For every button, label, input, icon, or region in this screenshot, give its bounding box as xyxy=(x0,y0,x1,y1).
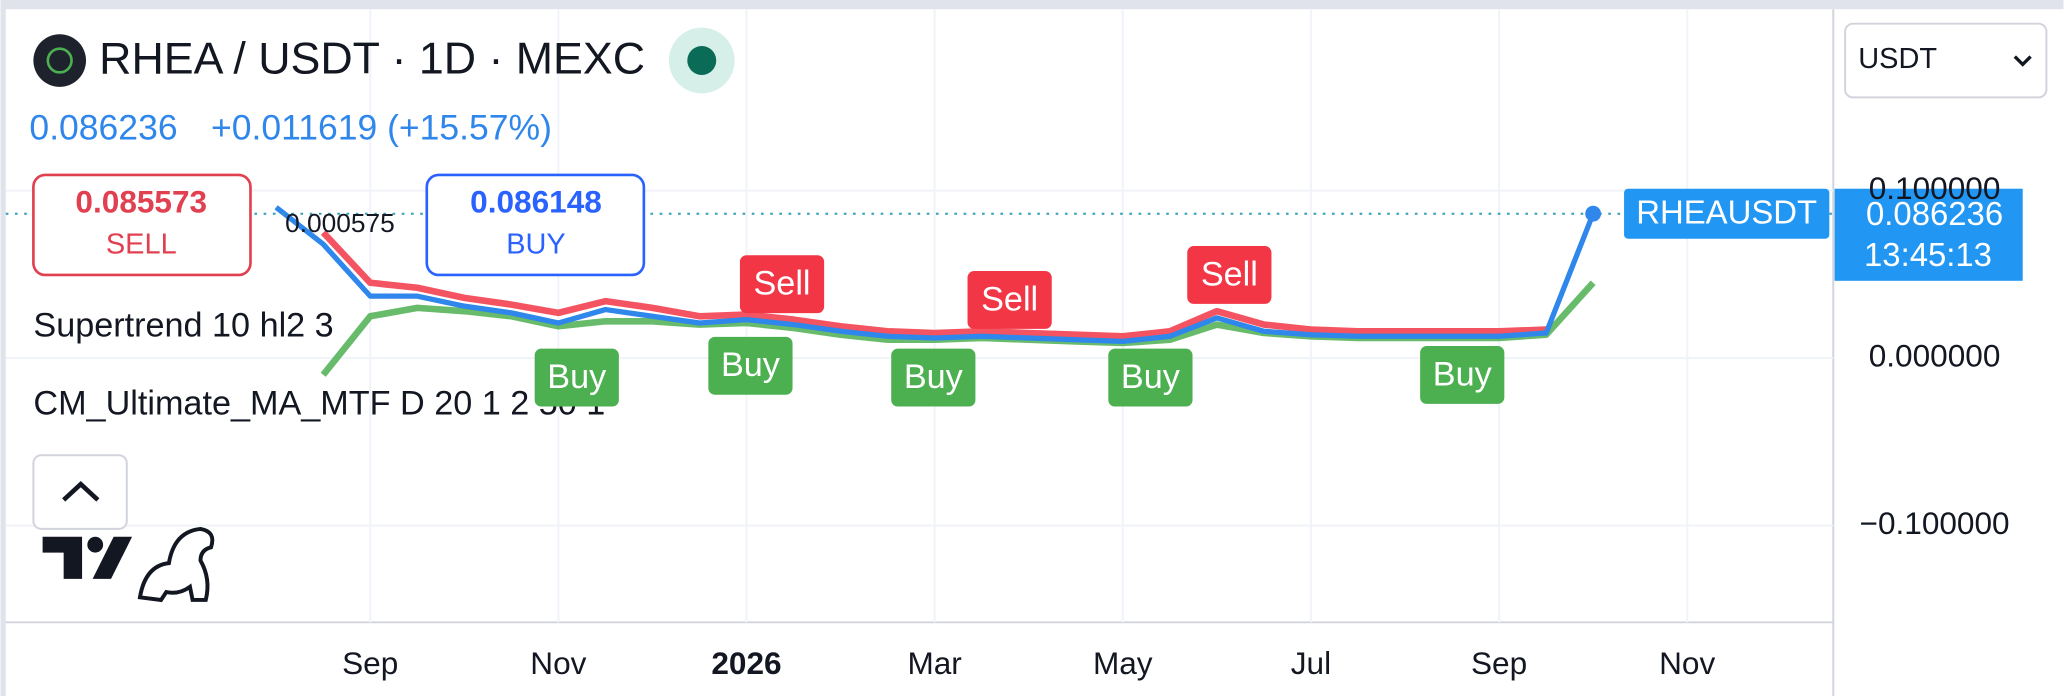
x-tick-label: Sep xyxy=(1471,645,1527,681)
signal-label xyxy=(1420,346,1505,404)
x-tick-label: Nov xyxy=(1659,645,1715,681)
currency-label: USDT xyxy=(1858,43,1937,75)
signal-text: Buy xyxy=(721,346,781,384)
symbol-tag xyxy=(1624,188,1830,239)
series-line xyxy=(274,205,1596,345)
signal-label xyxy=(967,271,1052,329)
collapse-icon xyxy=(62,481,100,502)
signal-label xyxy=(1187,246,1272,304)
status-dot xyxy=(687,46,717,75)
signal-text: Sell xyxy=(754,265,811,303)
y-tick-label: 0.100000 xyxy=(1869,170,2001,206)
symbol-icon xyxy=(33,34,87,87)
x-tick-label: Nov xyxy=(530,645,586,681)
buy-price: 0.086148 xyxy=(470,183,602,219)
signal-text: Sell xyxy=(981,280,1038,318)
tradingview-logo xyxy=(42,526,215,603)
price-tag-countdown: 13:45:13 xyxy=(1864,236,1992,273)
symbol-tag-text: RHEAUSDT xyxy=(1636,194,1817,231)
sell-price: 0.085573 xyxy=(75,183,207,219)
last-price: 0.086236 xyxy=(29,108,177,148)
spread: 0.000575 xyxy=(285,208,395,238)
series-line xyxy=(320,230,1547,340)
buy-label: BUY xyxy=(506,229,566,261)
signal-label xyxy=(708,336,793,395)
signal-text: Buy xyxy=(1121,358,1181,396)
x-tick-label: 2026 xyxy=(711,645,781,681)
symbol-title: RHEA / USDT · 1D · MEXC xyxy=(99,35,645,84)
indicator-label[interactable]: Supertrend 10 hl2 3 xyxy=(33,307,333,345)
signal-label xyxy=(891,348,976,407)
sell-label: SELL xyxy=(106,229,177,261)
last-point xyxy=(1585,205,1602,222)
currency-select[interactable] xyxy=(1844,22,2048,99)
left-border xyxy=(0,0,6,696)
x-tick-label: Mar xyxy=(907,645,961,681)
signal-label xyxy=(739,255,825,314)
signal-label xyxy=(534,348,619,407)
buy-button[interactable] xyxy=(425,173,646,277)
top-border xyxy=(0,0,2064,10)
indicator-label[interactable]: CM_Ultimate_MA_MTF D 20 1 2 50 1 xyxy=(33,384,605,422)
price-change: +0.011619 (+15.57%) xyxy=(211,108,552,148)
overlay: Sell Sell Sell Buy Buy Buy Buy Buy RHEAUSDT 0.086… xyxy=(534,188,2023,407)
y-tick-label: −0.100000 xyxy=(1860,505,2010,541)
plot xyxy=(5,205,1834,377)
x-tick-label: Jul xyxy=(1291,645,1331,681)
y-tick-label: 0.000000 xyxy=(1869,337,2001,373)
signal-text: Buy xyxy=(904,358,964,396)
x-tick-label: Sep xyxy=(342,645,398,681)
signal-text: Buy xyxy=(1433,355,1493,393)
signal-label xyxy=(1108,348,1193,407)
price-tag xyxy=(1834,188,2023,281)
sell-button[interactable] xyxy=(32,173,252,277)
signal-text: Sell xyxy=(1201,255,1258,293)
signal-text: Buy xyxy=(547,358,607,396)
collapse-button[interactable] xyxy=(32,454,128,530)
x-tick-label: May xyxy=(1093,645,1153,681)
price-tag-value: 0.086236 xyxy=(1866,195,2003,232)
symbol-icon xyxy=(46,47,73,74)
dropdown-arrow xyxy=(2013,55,2032,67)
